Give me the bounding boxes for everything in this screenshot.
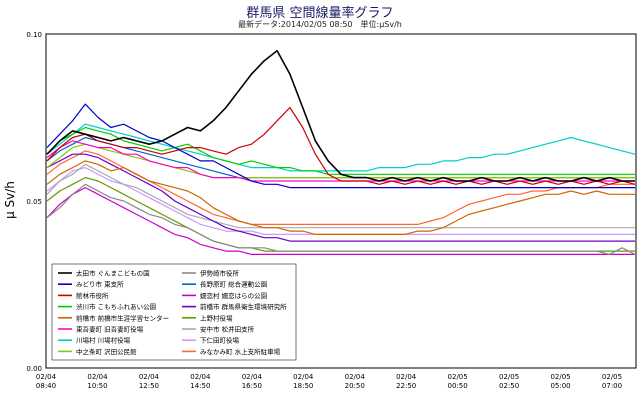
- chart-subtitle: 最新データ:2014/02/05 08:50 単位:μSv/h: [238, 20, 402, 29]
- x-tick-time: 18:50: [293, 382, 313, 390]
- legend-entry: 前橋市 前橋市生涯学習センター: [76, 313, 169, 322]
- chart-title: 群馬県 空間線量率グラフ: [246, 6, 394, 21]
- legend-entry: 館林市役所: [76, 291, 109, 300]
- x-tick-time: 10:50: [87, 382, 107, 390]
- series-line: [46, 160, 635, 235]
- series-line: [46, 183, 636, 255]
- series-line: [46, 49, 635, 182]
- axis-ticks: 0.000.050.1002/0408:4002/0410:5002/0412:…: [26, 31, 622, 390]
- y-tick-label: 0.05: [26, 198, 42, 206]
- plot-area: [45, 33, 637, 369]
- series-line: [46, 163, 635, 229]
- y-axis-label: μ Sv/h: [3, 181, 17, 219]
- x-tick-time: 00:50: [448, 382, 468, 390]
- series-lines: [46, 49, 636, 255]
- x-tick-date: 02/04: [87, 373, 108, 381]
- x-tick-time: 05:00: [550, 382, 570, 390]
- legend-entry: 東吾妻町 旧吾妻町役場: [76, 325, 144, 334]
- legend-entry: 中之条町 沢田公民館: [76, 347, 137, 356]
- x-tick-time: 08:40: [36, 382, 56, 390]
- legend-entry: 上野村役場: [200, 313, 233, 322]
- x-tick-time: 02:50: [499, 382, 519, 390]
- x-tick-date: 02/05: [550, 373, 570, 381]
- x-tick-time: 07:00: [602, 382, 622, 390]
- x-tick-time: 14:50: [190, 382, 210, 390]
- legend-entry: 渋川市 こもちふれあい公園: [76, 302, 156, 311]
- x-tick-date: 02/05: [448, 373, 468, 381]
- legend-entry: みどり市 東支所: [76, 280, 124, 289]
- x-tick-time: 12:50: [139, 382, 159, 390]
- series-line: [46, 106, 636, 185]
- legend-entry: みなかみ町 水上支所駐車場: [200, 347, 281, 356]
- axes: [45, 33, 637, 369]
- series-line: [46, 103, 635, 189]
- x-tick-date: 02/05: [499, 373, 519, 381]
- x-tick-date: 02/04: [36, 373, 57, 381]
- legend-box: [51, 263, 297, 361]
- y-tick-label: 0.00: [26, 365, 42, 373]
- legend-entry: 安中市 松井田支所: [200, 325, 255, 334]
- x-tick-time: 20:50: [345, 382, 365, 390]
- x-tick-time: 16:50: [242, 382, 262, 390]
- series-line: [46, 187, 635, 255]
- legend-entry: 前橋市 群馬県衛生環境研究所: [200, 302, 287, 311]
- legend-entry: 下仁田町役場: [200, 336, 240, 345]
- x-tick-date: 02/04: [242, 373, 263, 381]
- series-line: [46, 153, 635, 242]
- series-line: [46, 143, 635, 179]
- legend-entry: 嬬恋村 嬬恋はらの公園: [200, 291, 267, 300]
- x-tick-date: 02/04: [139, 373, 160, 381]
- x-tick-date: 02/04: [293, 373, 314, 381]
- legend-entry: 伊勢崎市役所: [200, 269, 240, 278]
- x-tick-date: 02/04: [345, 373, 366, 381]
- x-tick-date: 02/04: [396, 373, 417, 381]
- x-tick-time: 22:50: [396, 382, 416, 390]
- x-tick-date: 02/04: [190, 373, 211, 381]
- series-line: [46, 123, 636, 172]
- legend-entry: 太田市 ぐんまこどもの国: [76, 269, 150, 278]
- legend-entry: 長野原町 総合運動公園: [200, 280, 267, 289]
- legend-entry: 川場村 川場村役場: [76, 336, 131, 345]
- y-tick-label: 0.10: [26, 31, 42, 39]
- x-tick-date: 02/05: [602, 373, 622, 381]
